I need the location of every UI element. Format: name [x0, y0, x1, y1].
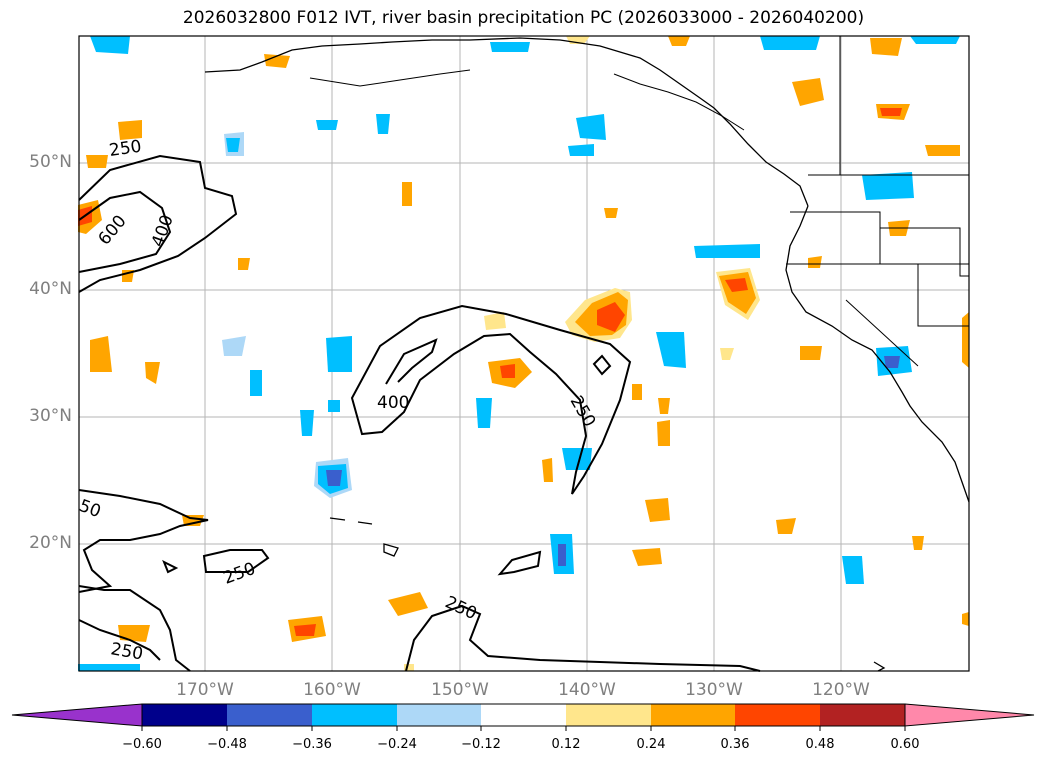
map-frame	[78, 35, 970, 672]
map-plot-area	[78, 36, 970, 672]
lat-label: 20°N	[29, 533, 72, 553]
lon-label: 130°W	[685, 680, 743, 700]
gridlines	[79, 36, 969, 671]
colorbar-tick-label: 0.48	[805, 737, 835, 752]
lon-label: 140°W	[558, 680, 616, 700]
lon-label: 120°W	[812, 680, 870, 700]
lat-label: 30°N	[29, 406, 72, 426]
contour-label: 400	[377, 393, 409, 413]
colorbar-extend-high	[904, 703, 1035, 727]
colorbar-bin	[566, 704, 651, 726]
colorbar-bin	[735, 704, 820, 726]
colorbar-bin	[227, 704, 312, 726]
lon-label: 150°W	[431, 680, 489, 700]
colorbar-tick-label: 0.60	[890, 737, 920, 752]
colorbar-tick-label: 0.12	[551, 737, 581, 752]
positive-anomaly-blobs	[78, 36, 969, 671]
colorbar-bin	[651, 704, 735, 726]
colorbar-bin	[481, 704, 566, 726]
colorbar-tick-label: −0.48	[207, 737, 247, 752]
colorbar-tick-label: −0.60	[122, 737, 162, 752]
colorbar-tick-label: 0.24	[636, 737, 666, 752]
colorbar-bin	[820, 704, 905, 726]
colorbar-bin	[397, 704, 481, 726]
contour-label: 250	[108, 137, 143, 161]
lon-label: 160°W	[303, 680, 361, 700]
lat-label: 40°N	[29, 279, 72, 299]
colorbar-bin	[142, 704, 227, 726]
map-title: 2026032800 F012 IVT, river basin precipi…	[182, 8, 865, 28]
colorbar	[11, 703, 1035, 731]
colorbar-tick-label: −0.36	[292, 737, 332, 752]
colorbar-tick-label: −0.12	[461, 737, 501, 752]
lat-label: 50°N	[29, 152, 72, 172]
colorbar-extend-low	[11, 703, 143, 727]
coastlines	[204, 37, 970, 672]
colorbar-tick-label: −0.24	[377, 737, 417, 752]
negative-anomaly-blobs	[78, 36, 960, 671]
colorbar-bin	[312, 704, 397, 726]
colorbar-tick-label: 0.36	[720, 737, 750, 752]
state-borders	[786, 36, 969, 367]
precip-anomaly-fills	[78, 36, 969, 671]
ivt-contours	[78, 154, 761, 672]
lon-label: 170°W	[176, 680, 234, 700]
